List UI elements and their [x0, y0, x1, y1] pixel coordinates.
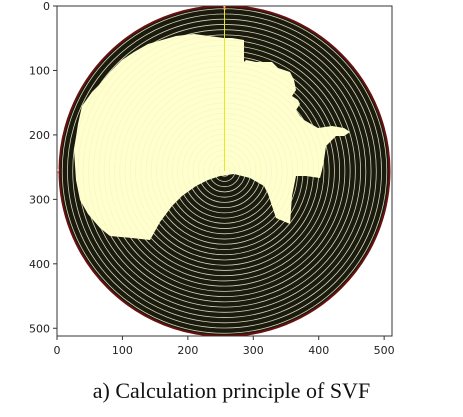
direction-marker-s: S [223, 336, 226, 342]
y-tick-label: 300 [29, 193, 50, 206]
y-tick-label: 400 [29, 258, 50, 271]
y-tick-label: 500 [29, 322, 50, 335]
direction-marker-w: W [55, 169, 60, 175]
sky-region [74, 34, 350, 240]
x-tick-label: 300 [243, 344, 264, 357]
figure-caption: a) Calculation principle of SVF [92, 378, 371, 403]
y-tick-label: 0 [43, 0, 50, 13]
y-tick-label: 100 [29, 64, 50, 77]
x-tick-label: 500 [374, 344, 395, 357]
y-axis: 0 100 200 300 400 500 [29, 0, 57, 335]
x-tick-label: 100 [112, 344, 133, 357]
x-tick-label: 200 [177, 344, 198, 357]
direction-marker-n: N [223, 6, 227, 12]
svf-figure: N E S W 0 100 200 300 400 500 0 100 200 300 400 50… [29, 0, 395, 357]
x-axis: 0 100 200 300 400 500 [54, 336, 395, 357]
y-tick-label: 200 [29, 129, 50, 142]
direction-marker-e: E [392, 169, 395, 175]
outer-circle [58, 6, 391, 336]
x-tick-label: 400 [308, 344, 329, 357]
x-tick-label: 0 [54, 344, 61, 357]
